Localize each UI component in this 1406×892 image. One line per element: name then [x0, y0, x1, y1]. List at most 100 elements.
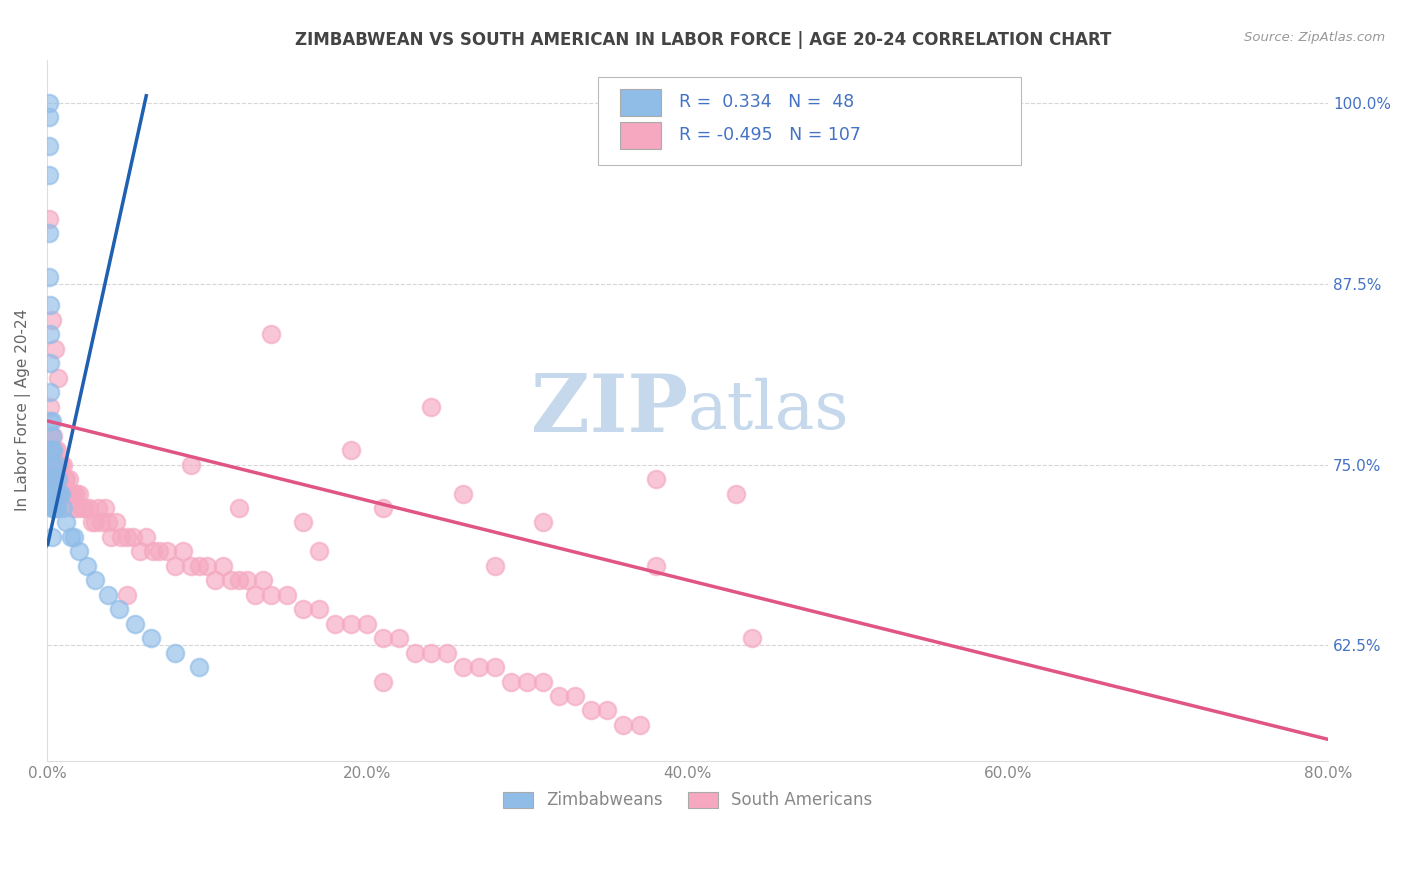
Y-axis label: In Labor Force | Age 20-24: In Labor Force | Age 20-24 [15, 310, 31, 511]
Point [228, 500, 250, 515]
Point [292, 516, 315, 530]
Point [108, 602, 131, 616]
Point [252, 574, 274, 588]
Point [67, 544, 90, 558]
Point [44, 486, 66, 500]
Point [180, 458, 202, 472]
Point [46, 472, 69, 486]
Point [45, 443, 67, 458]
Point [42, 500, 65, 515]
Point [142, 544, 165, 558]
Point [75, 500, 97, 515]
Point [188, 558, 211, 573]
Point [501, 674, 523, 689]
Point [41, 443, 63, 458]
Point [41, 472, 63, 486]
Point [228, 574, 250, 588]
Point [644, 472, 666, 486]
FancyBboxPatch shape [598, 77, 1021, 165]
Point [41, 486, 63, 500]
Point [148, 544, 170, 558]
Point [49, 458, 72, 472]
Point [39, 428, 62, 442]
Point [596, 703, 619, 717]
Point [308, 544, 330, 558]
Point [51, 486, 73, 500]
Point [53, 486, 76, 500]
Point [388, 631, 411, 645]
Point [41, 458, 63, 472]
Point [236, 574, 259, 588]
Point [76, 558, 98, 573]
Point [243, 588, 266, 602]
Point [44, 472, 66, 486]
Point [59, 530, 82, 544]
Point [46, 458, 69, 472]
Point [45, 486, 67, 500]
Point [55, 472, 77, 486]
Point [39, 298, 62, 312]
Point [84, 516, 107, 530]
Point [39, 356, 62, 370]
Point [115, 530, 138, 544]
Point [581, 703, 603, 717]
Point [100, 530, 122, 544]
Point [484, 558, 506, 573]
Point [122, 530, 145, 544]
Point [39, 443, 62, 458]
Point [420, 646, 443, 660]
Point [39, 414, 62, 428]
Point [39, 385, 62, 400]
Text: atlas: atlas [688, 377, 849, 443]
Point [420, 400, 443, 414]
Point [453, 486, 475, 500]
Point [44, 500, 66, 515]
Point [44, 472, 66, 486]
Point [77, 500, 100, 515]
Point [84, 574, 107, 588]
FancyBboxPatch shape [620, 122, 661, 149]
Point [38, 111, 60, 125]
FancyBboxPatch shape [620, 89, 661, 116]
Point [644, 558, 666, 573]
Point [41, 428, 63, 442]
Point [52, 486, 75, 500]
Point [56, 486, 79, 500]
Point [195, 558, 218, 573]
Point [42, 486, 65, 500]
Point [436, 646, 458, 660]
Point [533, 516, 555, 530]
Point [52, 500, 75, 515]
Point [39, 400, 62, 414]
Point [44, 458, 66, 472]
Point [115, 588, 138, 602]
Point [42, 458, 65, 472]
Point [340, 443, 363, 458]
Point [212, 558, 235, 573]
Point [49, 486, 72, 500]
Point [741, 631, 763, 645]
Point [66, 500, 89, 515]
Point [49, 472, 72, 486]
Point [38, 139, 60, 153]
Point [404, 646, 426, 660]
Text: ZIMBABWEAN VS SOUTH AMERICAN IN LABOR FORCE | AGE 20-24 CORRELATION CHART: ZIMBABWEAN VS SOUTH AMERICAN IN LABOR FO… [295, 31, 1111, 49]
Point [51, 458, 73, 472]
Point [62, 500, 84, 515]
Point [340, 616, 363, 631]
Point [41, 472, 63, 486]
Point [45, 458, 67, 472]
Point [45, 472, 67, 486]
Point [165, 558, 187, 573]
Point [612, 718, 634, 732]
Point [104, 516, 127, 530]
Point [484, 660, 506, 674]
Point [87, 500, 110, 515]
Point [323, 616, 346, 631]
Point [180, 558, 202, 573]
Point [38, 269, 60, 284]
Point [276, 588, 298, 602]
Point [135, 530, 157, 544]
Point [124, 616, 146, 631]
Point [128, 544, 150, 558]
